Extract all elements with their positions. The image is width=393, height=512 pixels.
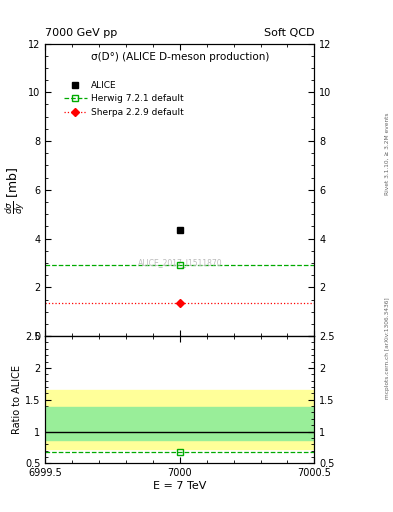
Bar — [45, 407, 314, 439]
Text: 7000 GeV pp: 7000 GeV pp — [45, 28, 118, 38]
Text: ALICE_2017_I1511870: ALICE_2017_I1511870 — [138, 259, 222, 267]
Bar — [45, 390, 314, 449]
Legend: ALICE, Herwig 7.2.1 default, Sherpa 2.2.9 default: ALICE, Herwig 7.2.1 default, Sherpa 2.2.… — [61, 77, 187, 120]
Y-axis label: $\frac{d\sigma}{dy}$ [mb]: $\frac{d\sigma}{dy}$ [mb] — [3, 166, 27, 214]
X-axis label: E = 7 TeV: E = 7 TeV — [153, 481, 206, 491]
Text: σ(D°) (ALICE D-meson production): σ(D°) (ALICE D-meson production) — [91, 52, 269, 62]
Text: mcplots.cern.ch [arXiv:1306.3436]: mcplots.cern.ch [arXiv:1306.3436] — [385, 297, 390, 399]
Y-axis label: Ratio to ALICE: Ratio to ALICE — [12, 365, 22, 434]
Text: Soft QCD: Soft QCD — [264, 28, 314, 38]
Text: Rivet 3.1.10, ≥ 3.2M events: Rivet 3.1.10, ≥ 3.2M events — [385, 112, 390, 195]
